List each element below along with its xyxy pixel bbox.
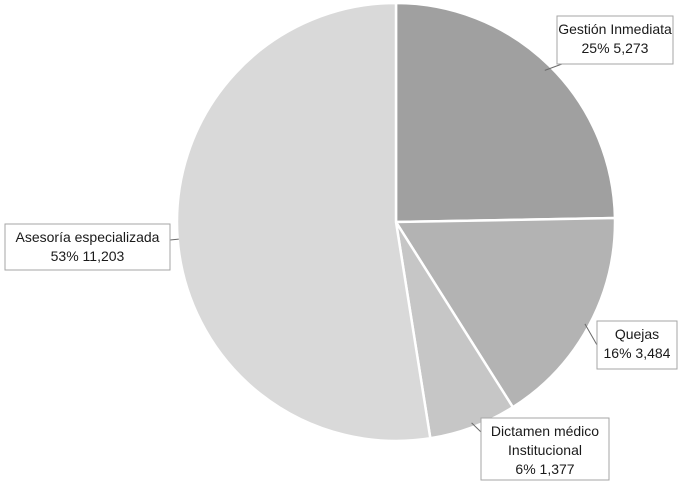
leader-line: [584, 323, 598, 346]
pie-slice-1: [393, 216, 617, 409]
slice-value-label: 6% 1,377: [515, 461, 574, 477]
slice-name-label: Quejas: [615, 326, 659, 342]
slice-name-label: Dictamen médico: [491, 423, 599, 439]
pie-slice-0: [394, 1, 617, 224]
slice-name-label: Gestión Inmediata: [558, 21, 672, 37]
leader-line: [169, 238, 179, 241]
slice-label-1: Quejas 16% 3,484: [584, 320, 678, 370]
label-box: [480, 417, 610, 481]
slice-labels: Gestión Inmediata 25% 5,273 Quejas 16% 3,48…: [4, 15, 678, 481]
slice-name-label: Asesoría especializada: [16, 229, 160, 245]
slice-label-3: Asesoría especializada 53% 11,203: [4, 223, 179, 271]
slice-value-label: 53% 11,203: [51, 248, 125, 264]
leader-line: [471, 422, 482, 433]
slice-value-label: 16% 3,484: [604, 345, 671, 361]
slice-label-2: Dictamen médico Institucional 6% 1,377: [471, 417, 610, 481]
slice-name-label: Institucional: [508, 442, 582, 458]
label-box: [596, 320, 678, 370]
pie-slice-3: [175, 1, 432, 443]
label-box: [4, 223, 171, 271]
slice-label-0: Gestión Inmediata 25% 5,273: [544, 15, 674, 71]
leader-line: [544, 63, 563, 71]
pie-slices: [175, 1, 617, 443]
label-box: [556, 15, 674, 65]
slice-value-label: 25% 5,273: [582, 40, 649, 56]
